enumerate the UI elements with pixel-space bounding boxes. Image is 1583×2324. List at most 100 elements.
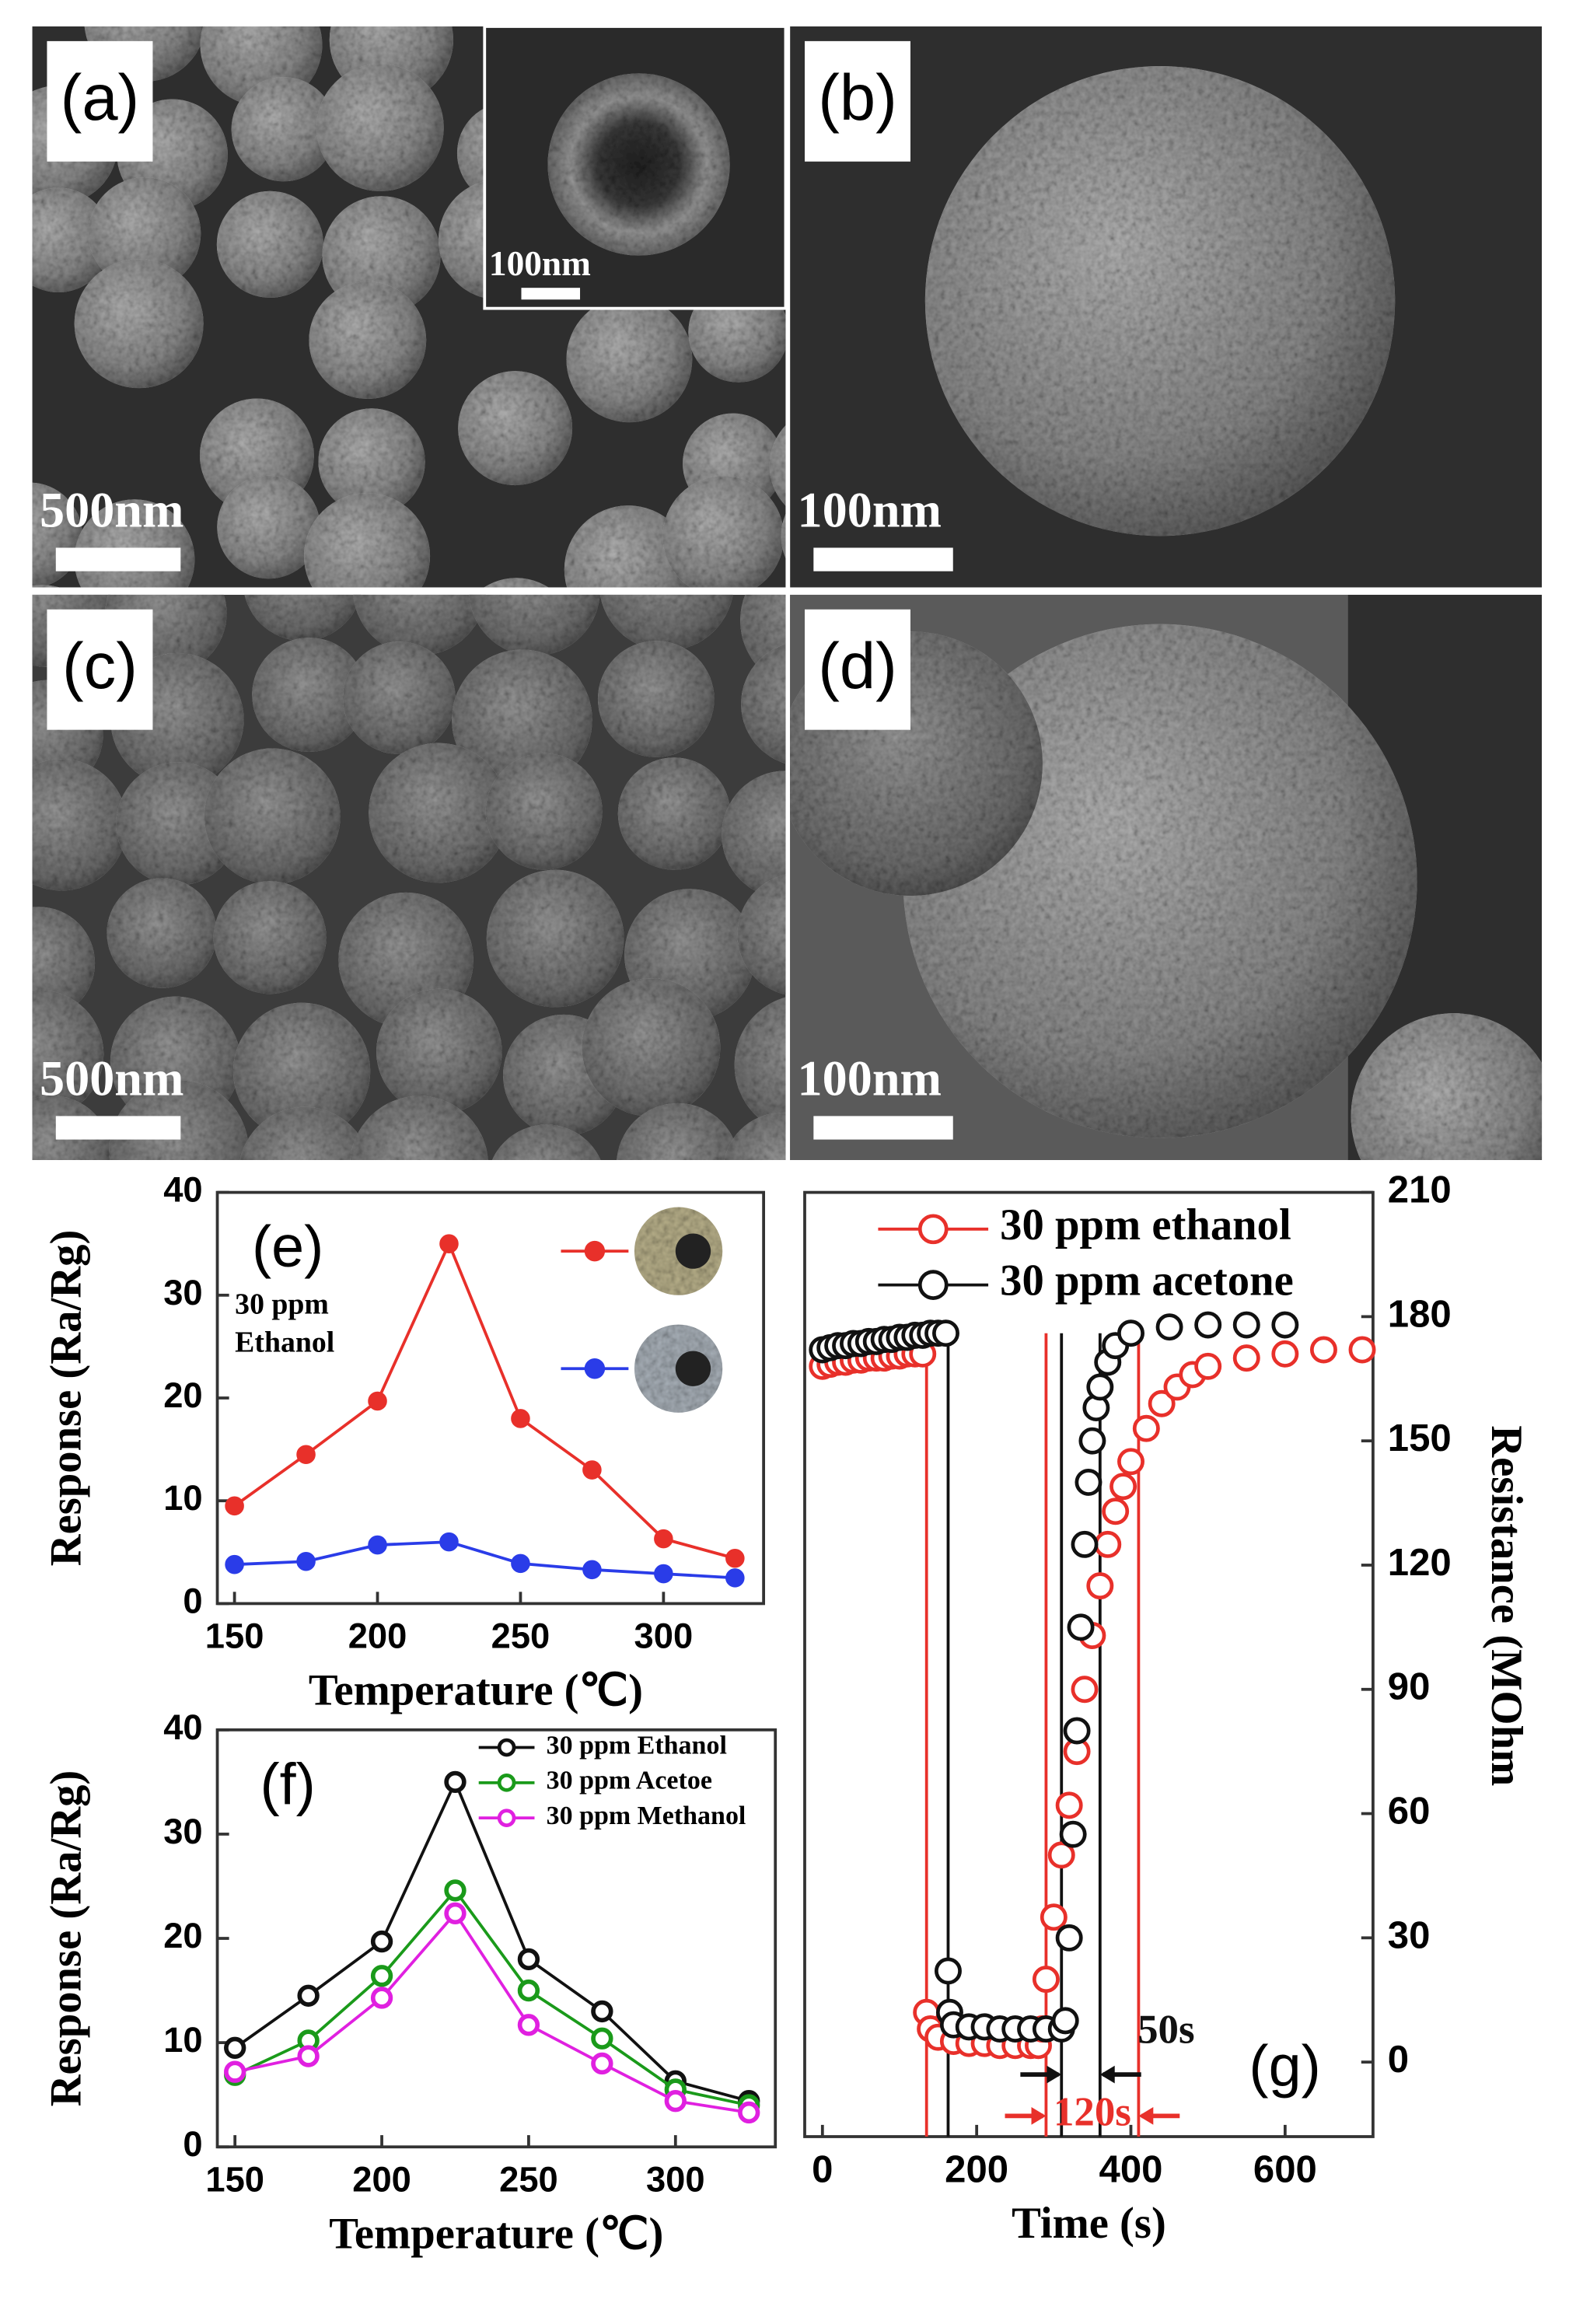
data-point	[296, 1445, 316, 1464]
label-box	[804, 40, 910, 162]
panel-label: (f)	[260, 1752, 316, 1817]
arrow-head	[1138, 2107, 1154, 2125]
panel-label: (e)	[252, 1214, 323, 1280]
sphere	[369, 743, 508, 883]
hollow-sphere	[547, 73, 730, 256]
arrow-head	[1047, 2065, 1062, 2084]
series-line	[234, 1910, 750, 2114]
data-point	[738, 2101, 760, 2124]
y-tick-label: 40	[163, 1707, 202, 1747]
sphere	[32, 585, 59, 588]
legend-label: 30 ppm Methanol	[547, 1802, 746, 1830]
y-tick-label: 60	[1388, 1791, 1431, 1833]
sphere	[353, 594, 486, 656]
sphere	[204, 748, 341, 885]
scale-bar	[813, 1116, 953, 1140]
x-tick-label: 400	[1099, 2148, 1163, 2190]
data-point	[517, 1948, 540, 1971]
sphere	[617, 757, 731, 870]
y-tick-label: 30	[1388, 1914, 1431, 1956]
sphere	[458, 371, 573, 486]
data-point	[1117, 1448, 1144, 1476]
y-tick-label: 10	[163, 2020, 202, 2060]
sphere	[486, 869, 624, 1008]
data-point	[439, 1532, 459, 1552]
y-tick-label: 40	[163, 1170, 202, 1210]
sphere	[617, 1103, 739, 1161]
sphere	[32, 759, 128, 891]
scale-label: 100nm	[798, 483, 942, 538]
data-point	[1148, 1389, 1176, 1417]
data-point	[1271, 1311, 1299, 1339]
y-tick-label: 120	[1388, 1542, 1452, 1584]
data-point	[582, 1560, 602, 1580]
sphere	[107, 878, 217, 988]
data-point	[1094, 1530, 1122, 1558]
sphere	[217, 475, 320, 579]
data-point	[1194, 1352, 1222, 1380]
legend-marker	[584, 1358, 606, 1379]
sphere	[32, 990, 104, 1119]
data-point	[591, 2000, 613, 2023]
sphere	[252, 638, 367, 753]
data-point	[1055, 1791, 1083, 1819]
y-tick-label: 0	[183, 2124, 202, 2164]
sphere	[32, 187, 111, 293]
legend-marker	[497, 1738, 516, 1757]
data-point	[225, 1496, 244, 1516]
panel-label: (c)	[62, 630, 138, 702]
scale-bar	[55, 547, 181, 571]
legend-marker	[497, 1809, 516, 1827]
sphere	[309, 281, 427, 400]
data-point	[1271, 1340, 1299, 1368]
sphere	[564, 505, 693, 588]
data-point	[1132, 1414, 1160, 1442]
data-point	[654, 1564, 673, 1584]
x-tick-label: 150	[205, 2160, 264, 2200]
y-tick-label: 0	[183, 1581, 202, 1620]
scale-label: 500nm	[40, 483, 183, 538]
data-point	[439, 1234, 459, 1253]
inset-scale-bar	[521, 288, 581, 300]
sphere	[350, 1096, 488, 1161]
label-box	[47, 609, 153, 730]
x-axis-label: Temperature (℃)	[329, 2210, 663, 2258]
sphere	[737, 874, 786, 995]
data-point	[1055, 1924, 1083, 1952]
scale-label: 500nm	[40, 1051, 183, 1106]
data-point	[370, 1987, 393, 2009]
legend-icon-hole	[675, 1233, 711, 1269]
x-axis-label: Time (s)	[1012, 2200, 1166, 2248]
data-point	[225, 1554, 244, 1574]
data-point	[1075, 1468, 1103, 1496]
label-box	[47, 40, 153, 162]
chart: 0 10 20 30 40 150 200 250 300 Temperature (℃) Resp…	[43, 1170, 766, 1715]
sphere	[769, 425, 786, 506]
inset-scale-label: 100nm	[489, 244, 591, 283]
sphere	[213, 881, 327, 994]
data-point	[444, 1902, 467, 1925]
sem-panel: (d) 100nm	[790, 594, 1543, 1161]
y-axis-label: Resistance (MOhm	[1482, 1425, 1530, 1786]
sphere	[662, 476, 785, 588]
data-point	[1086, 1373, 1114, 1401]
sphere	[599, 594, 733, 651]
data-point	[1086, 1572, 1114, 1600]
sphere	[485, 753, 603, 870]
sphere	[724, 1113, 786, 1161]
data-point	[444, 1770, 467, 1794]
legend-marker	[497, 1774, 516, 1792]
data-point	[1155, 1313, 1183, 1341]
panel-label: (g)	[1249, 2034, 1320, 2099]
data-point	[224, 2060, 246, 2083]
sphere	[342, 641, 456, 754]
data-point	[370, 1930, 393, 1953]
y-axis-label: Response (Ra/Rg)	[43, 1770, 91, 2107]
data-point	[725, 1568, 745, 1588]
data-point	[1032, 1966, 1060, 1994]
data-point	[1067, 1613, 1095, 1641]
sphere	[239, 1106, 370, 1161]
x-tick-label: 250	[491, 1616, 550, 1656]
data-point	[1063, 1717, 1091, 1745]
